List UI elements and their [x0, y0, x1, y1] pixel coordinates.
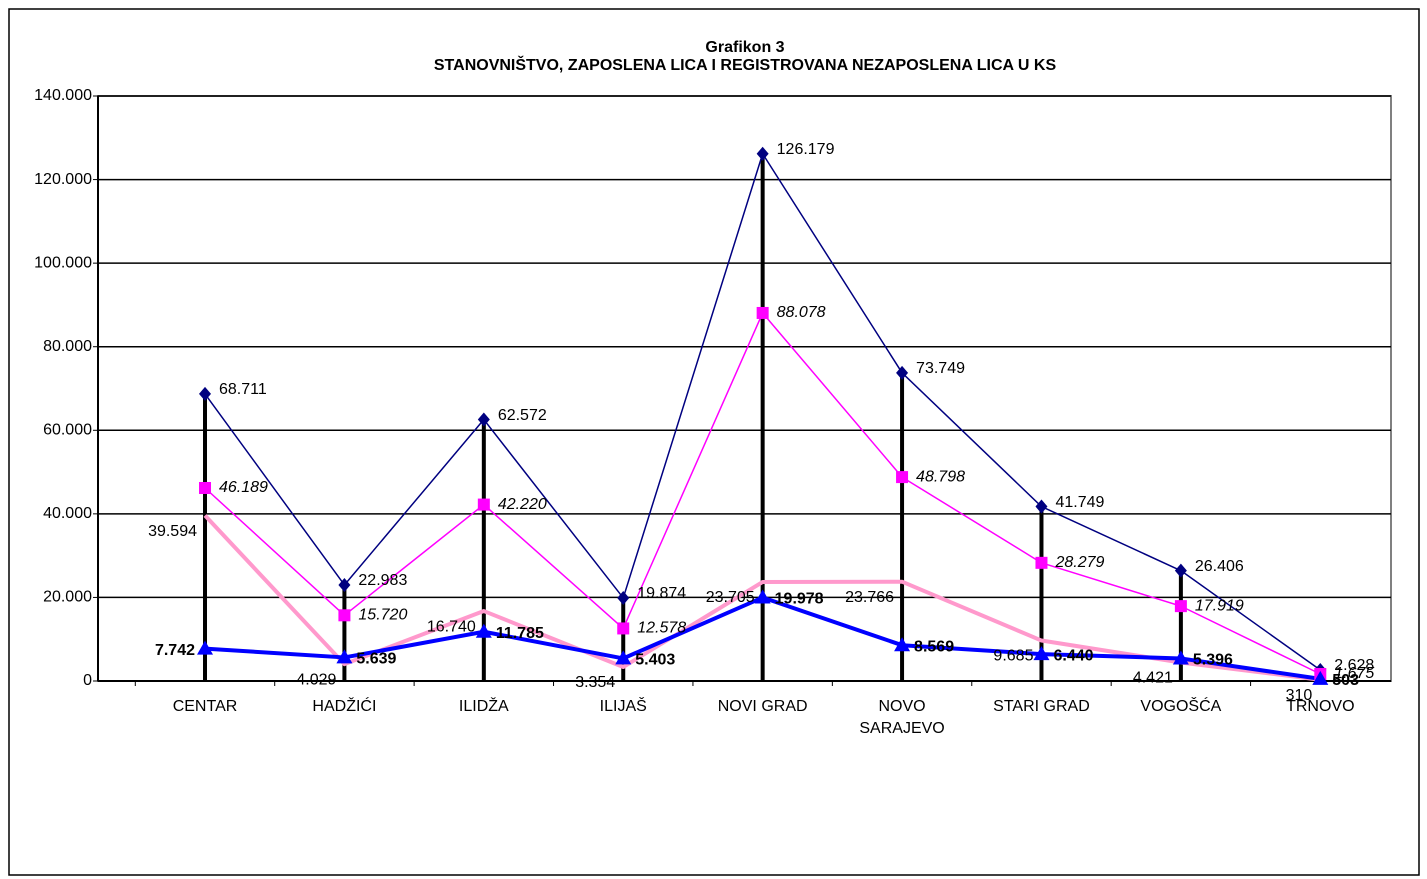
data-label: 19.978: [775, 591, 824, 608]
data-label: 8.569: [914, 638, 954, 655]
x-tick-label: NOVI GRAD: [718, 698, 808, 715]
marker: [1035, 556, 1048, 569]
y-tick-label: 140.000: [34, 87, 92, 104]
marker: [477, 498, 490, 511]
marker: [475, 623, 492, 638]
marker: [617, 590, 630, 605]
y-tick-label: 80.000: [43, 338, 92, 355]
data-label: 7.742: [155, 642, 195, 659]
marker: [1174, 563, 1187, 578]
marker: [756, 146, 769, 161]
data-label: 42.220: [498, 496, 547, 513]
data-label: 39.594: [148, 523, 197, 540]
data-label: 4.421: [1133, 670, 1173, 687]
marker: [197, 640, 214, 655]
marker: [1312, 670, 1329, 685]
x-tick-label: ILIDŽA: [459, 696, 509, 715]
data-label: 126.179: [777, 141, 835, 158]
chart-subtitle: STANOVNIŠTVO, ZAPOSLENA LICA I REGISTROV…: [434, 55, 1057, 74]
marker: [615, 650, 632, 665]
y-tick-label: 40.000: [43, 505, 92, 522]
chart-title: Grafikon 3: [705, 39, 784, 56]
x-tick-label: ILIJAŠ: [600, 696, 647, 715]
marker: [1033, 646, 1050, 661]
marker: [896, 471, 909, 484]
y-tick-label: 60.000: [43, 422, 92, 439]
marker: [894, 637, 911, 652]
marker: [1172, 650, 1189, 665]
data-label: 28.279: [1054, 554, 1104, 571]
x-tick-label: STARI GRAD: [993, 698, 1090, 715]
marker: [754, 589, 771, 604]
data-label: 1.675: [1334, 665, 1374, 682]
data-label: 22.983: [358, 572, 407, 589]
marker: [1035, 499, 1048, 514]
marker: [477, 412, 490, 427]
x-tick-label: TRNOVO: [1286, 698, 1354, 715]
marker: [338, 577, 351, 592]
data-label: 73.749: [916, 360, 965, 377]
data-label: 5.639: [356, 651, 396, 668]
x-tick-label: CENTAR: [173, 698, 238, 715]
y-tick-label: 120.000: [34, 171, 92, 188]
data-label: 48.798: [916, 468, 965, 485]
x-tick-label: HADŽIĆI: [312, 696, 376, 715]
data-label: 12.578: [637, 620, 686, 637]
data-label: 88.078: [777, 304, 826, 321]
data-label: 11.785: [496, 625, 544, 642]
data-label: 15.720: [358, 607, 407, 624]
data-label: 62.572: [498, 407, 547, 424]
chart-border: [8, 8, 1420, 876]
x-tick-label: NOVO SARAJEVO: [859, 698, 944, 737]
data-label: 2.628: [1334, 657, 1374, 674]
data-label: 6.440: [1053, 647, 1093, 664]
data-label: 503: [1332, 672, 1359, 689]
data-label: 68.711: [219, 381, 267, 398]
y-tick-label: 20.000: [43, 589, 92, 606]
data-label: 46.189: [219, 479, 268, 496]
data-label: 41.749: [1055, 494, 1104, 511]
data-label: 5.396: [1193, 652, 1233, 669]
y-tick-label: 0: [83, 672, 92, 689]
data-label: 310: [1286, 687, 1313, 704]
marker: [617, 622, 630, 635]
data-label: 16.740: [427, 618, 476, 635]
marker: [756, 306, 769, 319]
data-label: 17.919: [1195, 597, 1244, 614]
data-label: 4.029: [296, 671, 336, 688]
y-tick-label: 100.000: [34, 254, 92, 271]
marker: [896, 365, 909, 380]
marker: [336, 649, 353, 664]
marker: [1174, 600, 1187, 613]
data-label: 3.354: [575, 674, 615, 691]
data-label: 23.705: [706, 589, 755, 606]
data-label: 26.406: [1195, 558, 1244, 575]
marker: [199, 386, 212, 401]
data-label: 23.766: [845, 589, 894, 606]
marker: [199, 481, 212, 494]
data-label: 5.403: [635, 652, 675, 669]
data-label: 9.685: [993, 648, 1033, 665]
marker: [338, 609, 351, 622]
x-tick-label: VOGOŠĆA: [1140, 696, 1221, 715]
data-label: 19.874: [637, 585, 686, 602]
